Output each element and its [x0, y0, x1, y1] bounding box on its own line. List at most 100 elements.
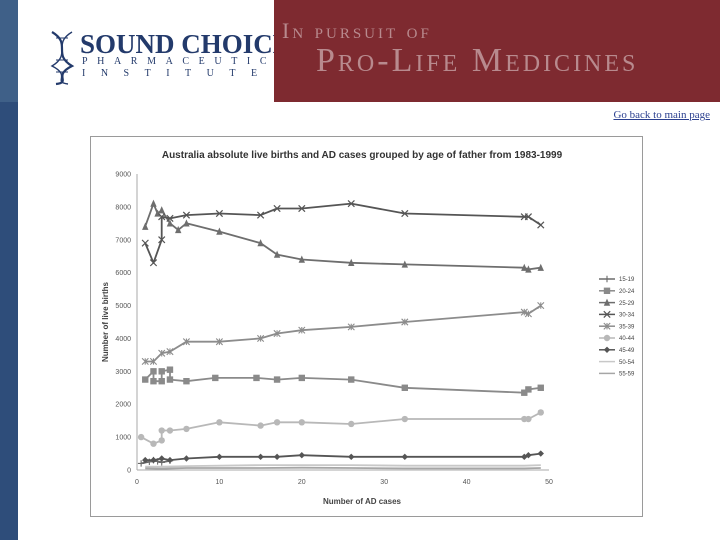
series-25-29-point — [348, 258, 355, 266]
tagline-top: In pursuit of — [282, 18, 432, 43]
series-45-49-line — [145, 452, 541, 461]
series-40-44-point — [150, 440, 157, 447]
series-40-44-line — [140, 411, 542, 445]
series-40-44-point — [525, 415, 532, 423]
series-35-39-point — [524, 310, 532, 318]
series-45-49-point — [537, 450, 544, 457]
series-20-24-point — [212, 374, 219, 382]
left-accent-bar-top — [0, 0, 18, 102]
series-20-24-point — [150, 368, 157, 375]
y-tick-label: 2000 — [115, 402, 131, 409]
series-45-49-point — [183, 455, 190, 462]
series-20-24-point — [525, 386, 532, 393]
legend-label-15-19: 15-19 — [619, 277, 635, 283]
header-logo-area: SOUND CHOICE PHARMACEUTICAL INSTITUTE — [18, 0, 299, 102]
series-30-34-point — [182, 211, 191, 219]
series-25-29-point — [158, 206, 165, 214]
series-45-49-point — [348, 453, 355, 461]
legend-label-50-54: 50-54 — [619, 360, 635, 366]
series-20-24-point — [401, 384, 408, 391]
legend-marker-35-39 — [603, 322, 611, 330]
series-45-49-point — [401, 453, 408, 461]
series-30-34-point — [158, 213, 166, 221]
logo-subtitle-1: PHARMACEUTICAL — [82, 56, 309, 67]
series-35-39-point — [298, 326, 306, 334]
series-30-34-point — [537, 221, 545, 229]
series-45-49-point — [298, 452, 305, 459]
series-40-44-point — [216, 419, 223, 426]
legend-label-30-34: 30-34 — [619, 313, 635, 319]
series-20-24-point — [183, 378, 190, 385]
series-20-24-point — [273, 376, 281, 383]
logo-subtitle-2: INSTITUTE — [82, 68, 273, 79]
series-30-34-point — [141, 239, 149, 247]
series-30-34-point — [298, 204, 306, 213]
series-40-44-point — [537, 409, 544, 416]
company-logo[interactable]: SOUND CHOICE PHARMACEUTICAL INSTITUTE — [46, 26, 299, 86]
tagline-main: Pro-Life Medicines — [316, 42, 639, 79]
series-25-29-point — [175, 225, 182, 234]
series-35-39-point — [257, 334, 265, 343]
series-35-39-point — [347, 323, 355, 331]
series-30-34-point — [158, 236, 166, 244]
series-40-44-group — [137, 409, 544, 447]
x-tick-label: 40 — [463, 479, 471, 486]
y-tick-label: 0 — [127, 468, 131, 475]
series-25-29-point — [216, 227, 223, 235]
series-25-29-point — [150, 199, 157, 207]
series-45-49-point — [142, 456, 149, 464]
dna-helix-icon — [50, 31, 75, 86]
series-45-49-point — [257, 453, 264, 461]
y-tick-label: 4000 — [115, 336, 131, 343]
series-55-59-group — [145, 466, 541, 470]
series-25-29-point — [183, 219, 190, 227]
series-25-29-point — [257, 239, 264, 247]
series-20-24-point — [166, 366, 174, 373]
series-25-29-point — [521, 263, 528, 271]
series-40-44-point — [401, 415, 408, 423]
series-45-49-group — [142, 450, 544, 464]
series-45-49-point — [273, 453, 281, 461]
series-25-29-point — [298, 255, 305, 263]
x-axis-label: Number of AD cases — [323, 497, 402, 506]
series-20-24-point — [158, 368, 165, 375]
series-40-44-point — [348, 420, 355, 428]
series-35-39-point — [215, 338, 223, 346]
y-tick-label: 6000 — [115, 270, 131, 277]
series-15-19-point — [137, 460, 145, 467]
series-50-54-group — [145, 464, 541, 468]
chart-frame: Australia absolute live births and AD ca… — [90, 136, 643, 517]
back-to-main-link[interactable]: Go back to main page — [613, 109, 710, 121]
series-25-29-group — [142, 199, 544, 273]
series-40-44-point — [137, 433, 145, 441]
chart-title: Australia absolute live births and AD ca… — [162, 150, 563, 161]
series-40-44-point — [183, 425, 190, 433]
series-45-49-point — [150, 456, 157, 464]
left-accent-bar — [0, 0, 18, 540]
series-25-29-point — [166, 219, 174, 227]
series-55-59-line — [145, 466, 541, 470]
series-25-29-point — [525, 265, 532, 273]
series-20-24-point — [142, 376, 149, 383]
series-40-44-point — [298, 419, 305, 426]
series-35-39-point — [273, 329, 281, 338]
legend-label-40-44: 40-44 — [619, 336, 635, 342]
series-45-49-point — [166, 456, 174, 464]
legend-marker-25-29 — [603, 298, 611, 306]
y-tick-label: 1000 — [115, 435, 131, 442]
series-30-34-point — [347, 199, 355, 208]
series-20-24-point — [537, 384, 544, 391]
series-20-24-point — [150, 378, 157, 385]
header-banner: In pursuit of Pro-Life Medicines — [274, 0, 720, 102]
legend-label-25-29: 25-29 — [619, 301, 635, 307]
series-45-49-point — [525, 452, 532, 459]
series-30-34-point — [215, 209, 224, 218]
series-35-39-point — [149, 357, 158, 366]
series-30-34-line — [144, 202, 542, 264]
chart: Australia absolute live births and AD ca… — [101, 150, 635, 506]
series-20-24-point — [253, 374, 260, 382]
legend-label-20-24: 20-24 — [619, 289, 635, 295]
series-30-34-point — [166, 214, 174, 223]
series-20-24-point — [158, 378, 165, 385]
x-tick-label: 0 — [135, 479, 139, 486]
